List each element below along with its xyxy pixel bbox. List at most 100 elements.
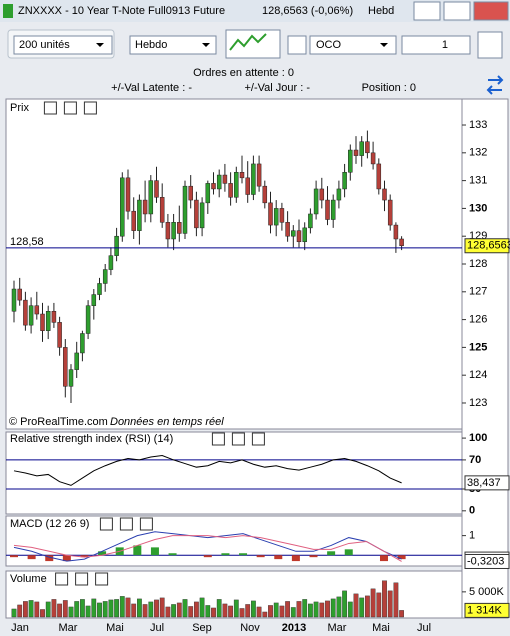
pane-button[interactable] xyxy=(75,572,89,586)
settings-button[interactable] xyxy=(287,35,307,55)
candle-body xyxy=(80,333,85,354)
candle-body xyxy=(154,180,159,198)
candle-body xyxy=(330,199,336,220)
order-button[interactable] xyxy=(477,31,503,59)
volume-bar xyxy=(17,604,23,618)
volume-bar xyxy=(199,597,205,618)
y-tick-label: 124 xyxy=(469,369,487,381)
pane-button[interactable] xyxy=(83,101,97,115)
candle-body xyxy=(302,227,307,243)
volume-bar xyxy=(376,592,382,618)
volume-bar xyxy=(142,604,148,618)
pane-button[interactable] xyxy=(99,517,113,531)
pane-button[interactable] xyxy=(55,572,69,586)
pane-title: MACD (12 26 9) xyxy=(10,518,89,530)
candle-body xyxy=(114,235,119,256)
volume-bar xyxy=(114,599,120,618)
volume-bar xyxy=(290,607,296,618)
quantity-select[interactable] xyxy=(13,35,113,55)
candle-body xyxy=(359,141,364,156)
volume-bar xyxy=(336,596,342,618)
volume-bar xyxy=(91,598,97,618)
volume-bar xyxy=(279,605,285,618)
pane-button[interactable] xyxy=(139,517,153,531)
volume-bar xyxy=(250,600,256,618)
volume-bar xyxy=(165,606,171,618)
pane-button[interactable] xyxy=(251,432,265,446)
volume-bar xyxy=(268,605,273,618)
pane-button[interactable] xyxy=(95,572,109,586)
candle-body xyxy=(148,180,154,215)
volume-bar xyxy=(342,590,347,618)
candle-body xyxy=(256,163,262,187)
x-tick-label: Mai xyxy=(372,622,390,634)
volume-bar xyxy=(256,606,262,618)
candle-body xyxy=(17,288,22,301)
position: Position : 0 xyxy=(362,82,416,94)
count-input[interactable] xyxy=(401,35,471,55)
candle-body xyxy=(28,305,34,326)
x-tick-label: Sep xyxy=(192,622,212,634)
pane-title: Relative strength index (RSI) (14) xyxy=(10,433,173,445)
last-value-box xyxy=(464,238,510,254)
candle-body xyxy=(11,288,17,312)
x-tick-label: Mar xyxy=(59,622,78,634)
maximize-button[interactable] xyxy=(443,1,471,21)
latent-value: +/-Val Latente : - xyxy=(111,82,192,94)
volume-bar xyxy=(228,605,233,618)
volume-bar xyxy=(45,601,51,618)
y-tick-label: 132 xyxy=(469,147,487,159)
histogram-bar xyxy=(45,555,54,562)
pane-button[interactable] xyxy=(119,517,133,531)
volume-bar xyxy=(399,610,404,618)
close-button[interactable] xyxy=(473,1,509,21)
pane-button[interactable] xyxy=(63,101,77,115)
pane-button[interactable] xyxy=(43,101,57,115)
candle-body xyxy=(177,222,182,234)
period-short: Hebd xyxy=(368,5,394,17)
histogram-bar xyxy=(203,555,212,558)
last-value-label: 38,437 xyxy=(467,477,501,489)
y-tick-label: 123 xyxy=(469,397,487,409)
candle-body xyxy=(102,269,108,284)
period-select[interactable] xyxy=(129,35,217,55)
volume-bar xyxy=(154,599,159,618)
y-tick-label: 133 xyxy=(469,119,487,131)
histogram-bar xyxy=(27,555,36,560)
candle-body xyxy=(74,352,79,370)
candle-body xyxy=(245,177,250,195)
rsi-pane xyxy=(5,431,463,515)
candle-body xyxy=(142,199,148,215)
price-pane xyxy=(5,98,463,430)
order-select[interactable] xyxy=(309,35,397,55)
histogram-bar xyxy=(239,553,248,556)
quote: 128,6563 (-0,06%) xyxy=(262,5,353,17)
volume-bar xyxy=(319,602,325,618)
level-label: 128,58 xyxy=(10,236,44,248)
minimize-button[interactable] xyxy=(413,1,441,21)
note: Données en temps réel xyxy=(110,416,224,428)
candle-body xyxy=(108,255,114,270)
candle-body xyxy=(40,313,45,331)
volume-bar xyxy=(296,601,302,618)
swap-icon xyxy=(486,75,504,95)
volume-bar xyxy=(148,601,154,618)
candle-body xyxy=(182,185,188,234)
volume-bar xyxy=(273,602,279,618)
histogram-bar xyxy=(309,555,318,558)
histogram-bar xyxy=(80,555,89,558)
candle-body xyxy=(308,213,313,229)
volume-bar xyxy=(28,600,34,618)
app-icon xyxy=(3,4,13,18)
volume-bar xyxy=(62,600,68,618)
candle-body xyxy=(97,283,102,295)
pane-button[interactable] xyxy=(211,432,225,446)
volume-bar xyxy=(211,607,216,618)
candle-body xyxy=(222,174,228,184)
candle-body xyxy=(382,188,387,201)
volume-bar xyxy=(11,608,17,618)
pane-button[interactable] xyxy=(231,432,245,446)
dropdown-arrow xyxy=(380,43,388,47)
candle-body xyxy=(159,197,165,223)
candle-body xyxy=(376,163,382,190)
